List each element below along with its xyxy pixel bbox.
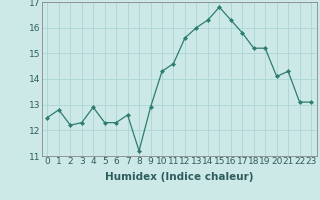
- X-axis label: Humidex (Indice chaleur): Humidex (Indice chaleur): [105, 172, 253, 182]
